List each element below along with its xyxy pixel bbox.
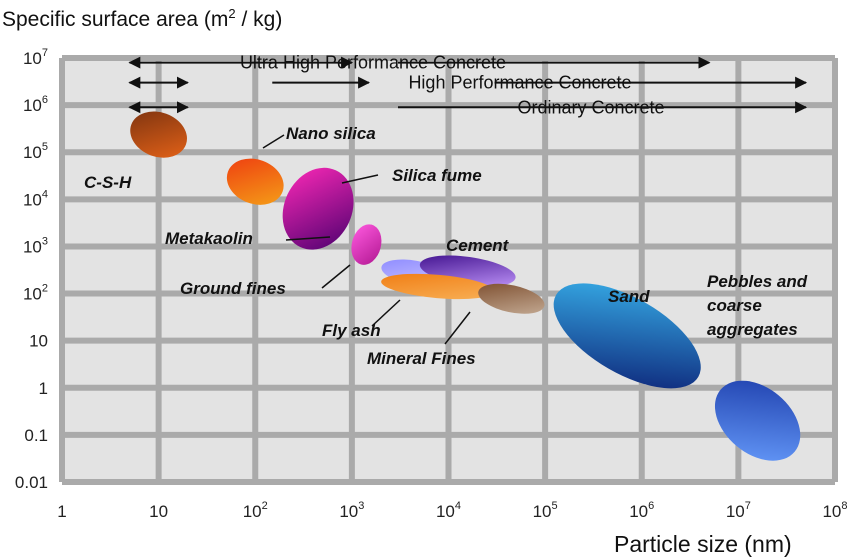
y-tick-label: 10 — [29, 332, 48, 351]
x-tick-label: 10 — [149, 502, 168, 521]
region-c-s-h — [130, 111, 187, 158]
x-tick-label: 103 — [339, 500, 364, 521]
range-label-ultra-high-performance-concrete: Ultra High Performance Concrete — [240, 53, 506, 73]
y-tick-label: 104 — [23, 188, 48, 209]
leader-line-ground-fines — [321, 264, 351, 289]
x-tick-label: 1 — [57, 502, 66, 521]
range-label-ordinary-concrete: Ordinary Concrete — [517, 97, 664, 117]
y-axis-label: Specific surface area (m2 / kg) — [2, 6, 282, 31]
region-mineral-fines — [478, 283, 545, 314]
y-tick-label: 107 — [23, 47, 48, 68]
x-tick-label: 108 — [822, 500, 847, 521]
y-tick-label: 102 — [23, 283, 48, 304]
y-tick-label: 105 — [23, 141, 48, 162]
region-metakaolin — [351, 224, 382, 265]
y-tick-label: 0.1 — [24, 426, 48, 445]
leader-line-mineral-fines — [444, 311, 471, 345]
label-metakaolin: Metakaolin — [165, 229, 253, 248]
x-tick-label: 102 — [243, 500, 268, 521]
range-label-high-performance-concrete: High Performance Concrete — [408, 73, 631, 93]
label-ground-fines: Ground fines — [180, 279, 286, 298]
region-sand — [553, 283, 701, 389]
x-tick-label: 104 — [436, 500, 461, 521]
y-tick-label: 1 — [39, 379, 48, 398]
y-axis-ticks: 0.01 0.1 1 10 102 103 104 105 106 107 — [15, 47, 48, 492]
x-axis-ticks: 1 10 102 103 104 105 106 107 108 — [57, 500, 847, 521]
leader-line-nano-silica — [262, 134, 285, 149]
leader-line-fly-ash — [371, 299, 401, 327]
x-axis-label: Particle size (nm) — [614, 531, 792, 557]
y-tick-label: 106 — [23, 94, 48, 115]
region-silica-fume — [282, 167, 354, 250]
region-pebbles-and-coarse-aggregates — [714, 380, 801, 461]
x-tick-label: 105 — [533, 500, 558, 521]
label-pebbles-and-coarse-aggregates: Pebbles and coarse aggregates — [707, 272, 808, 339]
region-nano-silica — [226, 158, 284, 205]
leader-line-silica-fume — [341, 174, 379, 184]
x-tick-label: 107 — [726, 500, 751, 521]
label-mineral-fines: Mineral Fines — [367, 349, 476, 368]
label-nano-silica: Nano silica — [286, 124, 376, 143]
y-tick-label: 103 — [23, 235, 48, 256]
label-sand: Sand — [608, 287, 650, 306]
label-c-s-h: C-S-H — [84, 173, 132, 192]
y-tick-label: 0.01 — [15, 473, 48, 492]
label-cement: Cement — [446, 236, 510, 255]
region-fly-ash — [381, 273, 495, 300]
material-labels: C-S-H Nano silica Silica fume Metakaolin Gro… — [84, 124, 808, 368]
x-tick-label: 106 — [629, 500, 654, 521]
leader-line-metakaolin — [285, 236, 331, 241]
label-fly-ash: Fly ash — [322, 321, 381, 340]
label-silica-fume: Silica fume — [392, 166, 482, 185]
material-regions — [130, 111, 801, 461]
